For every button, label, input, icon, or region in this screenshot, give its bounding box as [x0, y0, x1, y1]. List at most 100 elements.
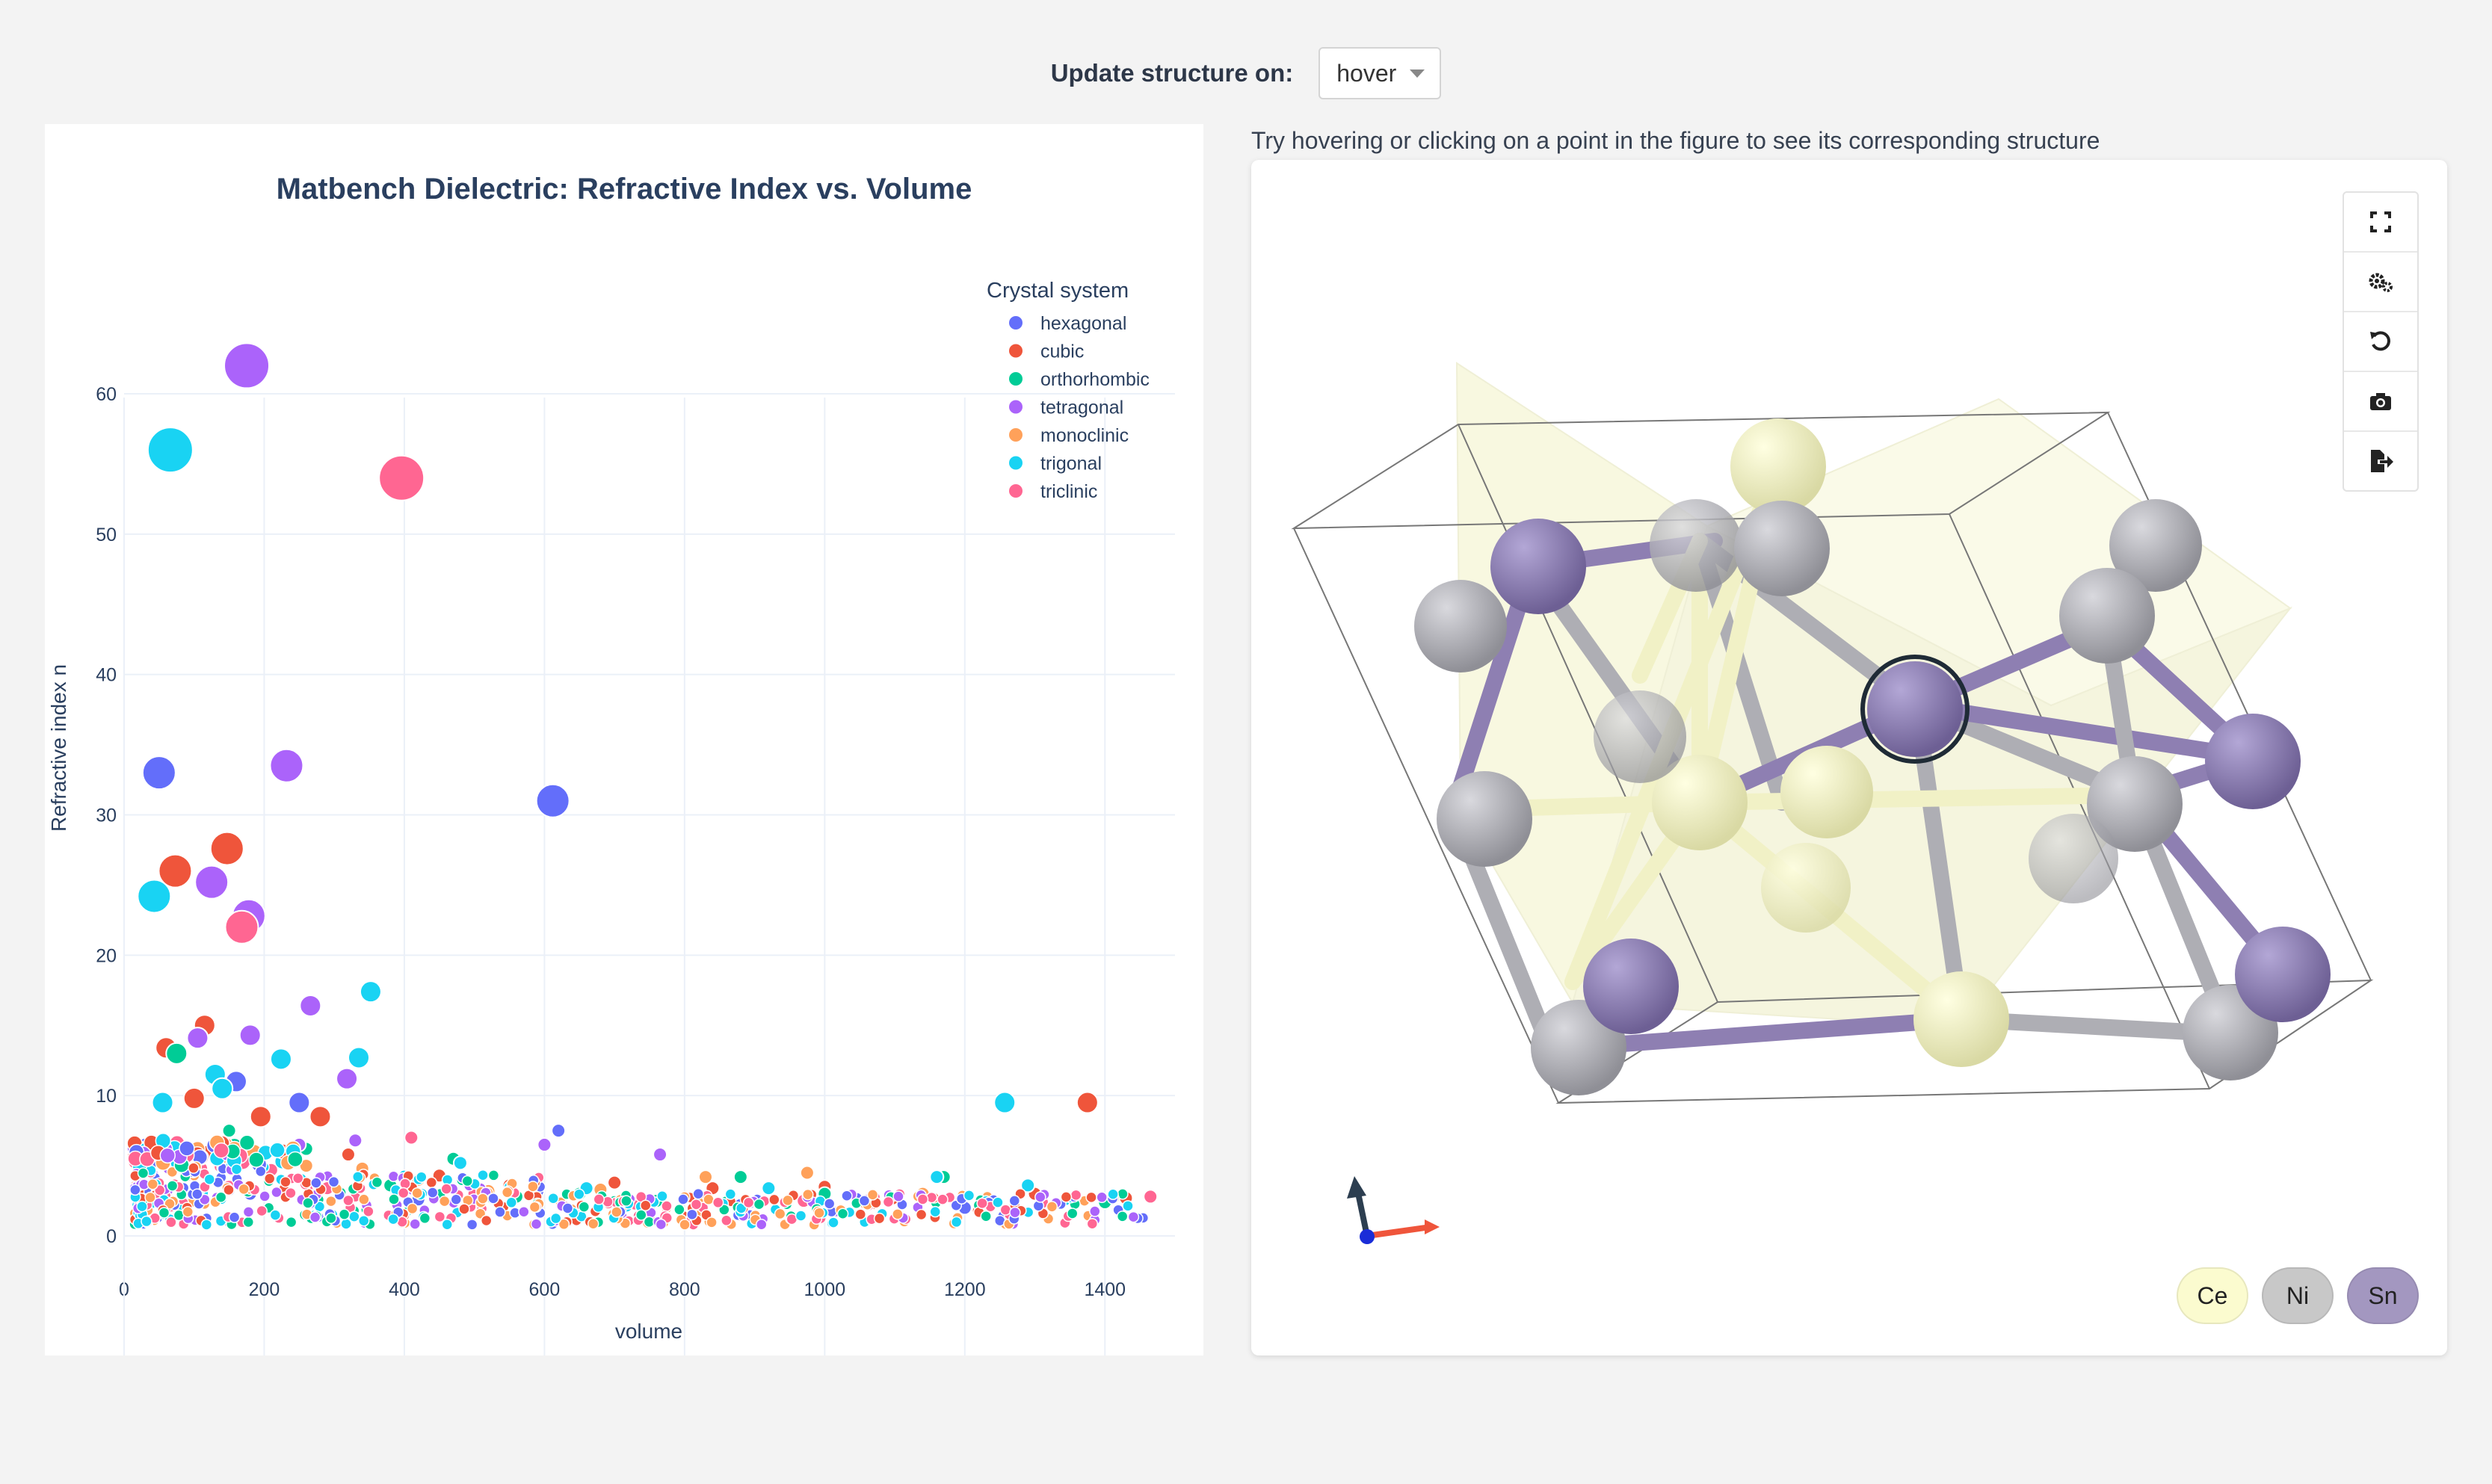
data-point-cubic[interactable] [458, 1203, 470, 1215]
data-point-orthorhombic[interactable] [221, 1123, 237, 1139]
data-point-triclinic[interactable] [397, 1187, 410, 1199]
data-point-trigonal[interactable] [929, 1205, 941, 1218]
data-point-monoclinic[interactable] [1046, 1201, 1058, 1213]
data-point-tetragonal[interactable] [223, 342, 271, 389]
scatter-plot[interactable]: 02004006008001000120014000102030405060 M… [45, 124, 1203, 1355]
data-point-tetragonal[interactable] [409, 1218, 421, 1230]
fullscreen-button[interactable] [2344, 193, 2417, 253]
data-point-orthorhombic[interactable] [302, 1197, 314, 1209]
data-point-tetragonal[interactable] [1127, 1211, 1140, 1223]
crystal-structure-canvas[interactable] [1251, 160, 2447, 1355]
data-point-hexagonal[interactable] [466, 1219, 478, 1231]
data-point-triclinic[interactable] [285, 1187, 297, 1199]
data-point-tetragonal[interactable] [271, 1186, 283, 1199]
data-point-orthorhombic[interactable] [673, 1203, 685, 1216]
data-point-orthorhombic[interactable] [166, 1180, 179, 1192]
data-point-hexagonal[interactable] [686, 1208, 698, 1221]
data-point-monoclinic[interactable] [358, 1193, 370, 1205]
data-point-tetragonal[interactable] [1096, 1191, 1108, 1204]
data-point-trigonal[interactable] [992, 1196, 1004, 1208]
reset-view-button[interactable] [2344, 312, 2417, 372]
data-point-hexagonal[interactable] [191, 1188, 203, 1200]
data-point-hexagonal[interactable] [692, 1187, 704, 1200]
data-point-cubic[interactable] [1085, 1191, 1097, 1204]
data-point-orthorhombic[interactable] [836, 1208, 849, 1219]
data-point-tetragonal[interactable] [518, 1206, 530, 1218]
data-point-monoclinic[interactable] [706, 1216, 718, 1228]
data-point-monoclinic[interactable] [406, 1202, 419, 1215]
data-point-monoclinic[interactable] [477, 1193, 489, 1205]
data-point-hexagonal[interactable] [823, 1198, 836, 1210]
data-point-orthorhombic[interactable] [285, 1216, 297, 1228]
data-point-cubic[interactable] [280, 1175, 292, 1188]
data-point-tetragonal[interactable] [299, 994, 322, 1017]
data-point-trigonal[interactable] [929, 1169, 945, 1185]
data-point-monoclinic[interactable] [611, 1206, 623, 1218]
data-point-orthorhombic[interactable] [371, 1176, 383, 1189]
data-point-monoclinic[interactable] [238, 1183, 250, 1196]
legend-label[interactable]: cubic [1040, 341, 1084, 362]
settings-button[interactable] [2344, 253, 2417, 312]
data-point-monoclinic[interactable] [528, 1201, 541, 1214]
data-point-monoclinic[interactable] [438, 1195, 451, 1208]
data-point-monoclinic[interactable] [411, 1187, 423, 1199]
data-point-monoclinic[interactable] [802, 1188, 814, 1201]
element-pill-sn[interactable]: Sn [2347, 1267, 2419, 1324]
data-point-monoclinic[interactable] [782, 1194, 794, 1207]
data-point-hexagonal[interactable] [179, 1140, 195, 1157]
data-point-tetragonal[interactable] [238, 1024, 262, 1047]
data-point-hexagonal[interactable] [327, 1175, 340, 1188]
data-point-trigonal[interactable] [230, 1163, 243, 1175]
data-point-tetragonal[interactable] [194, 865, 229, 900]
data-point-tetragonal[interactable] [1034, 1191, 1046, 1203]
data-point-trigonal[interactable] [151, 1091, 174, 1114]
data-point-monoclinic[interactable] [697, 1169, 713, 1185]
legend-label[interactable]: trigonal [1040, 454, 1102, 474]
data-point-cubic[interactable] [309, 1105, 332, 1128]
data-point-monoclinic[interactable] [892, 1208, 904, 1220]
data-point-orthorhombic[interactable] [578, 1201, 590, 1213]
data-point-trigonal[interactable] [211, 1077, 234, 1100]
data-point-cubic[interactable] [223, 1184, 235, 1196]
data-point-trigonal[interactable] [452, 1155, 468, 1171]
data-point-trigonal[interactable] [387, 1213, 399, 1225]
data-point-hexagonal[interactable] [310, 1177, 322, 1189]
data-point-cubic[interactable] [480, 1214, 493, 1227]
data-point-trigonal[interactable] [950, 1216, 963, 1228]
data-point-trigonal[interactable] [505, 1196, 518, 1209]
data-point-triclinic[interactable] [213, 1142, 229, 1159]
data-point-triclinic[interactable] [661, 1200, 673, 1212]
data-point-monoclinic[interactable] [813, 1207, 825, 1219]
data-point-cubic[interactable] [249, 1105, 272, 1128]
data-point-trigonal[interactable] [340, 1218, 352, 1230]
data-point-orthorhombic[interactable] [487, 1169, 500, 1181]
data-point-hexagonal[interactable] [487, 1193, 499, 1205]
data-point-hexagonal[interactable] [677, 1193, 689, 1205]
data-point-monoclinic[interactable] [679, 1219, 691, 1231]
data-point-triclinic[interactable] [165, 1216, 177, 1228]
data-point-triclinic[interactable] [937, 1193, 949, 1205]
data-point-trigonal[interactable] [269, 1142, 286, 1159]
data-point-cubic[interactable] [873, 1212, 886, 1225]
data-point-orthorhombic[interactable] [388, 1193, 400, 1205]
data-point-tetragonal[interactable] [537, 1137, 552, 1152]
data-point-monoclinic[interactable] [558, 1218, 570, 1231]
data-point-monoclinic[interactable] [182, 1205, 194, 1218]
data-point-trigonal[interactable] [547, 1192, 559, 1205]
data-point-orthorhombic[interactable] [461, 1175, 474, 1187]
element-pill-ni[interactable]: Ni [2262, 1267, 2334, 1324]
data-point-trigonal[interactable] [358, 1215, 370, 1227]
data-point-trigonal[interactable] [827, 1216, 839, 1228]
data-point-monoclinic[interactable] [325, 1195, 337, 1208]
data-point-hexagonal[interactable] [288, 1091, 311, 1114]
data-point-cubic[interactable] [915, 1208, 928, 1221]
data-point-trigonal[interactable] [203, 1173, 216, 1186]
data-point-orthorhombic[interactable] [620, 1195, 632, 1207]
data-point-tetragonal[interactable] [530, 1218, 543, 1230]
data-point-tetragonal[interactable] [1089, 1205, 1101, 1217]
data-point-triclinic[interactable] [363, 1205, 374, 1217]
data-point-triclinic[interactable] [378, 454, 425, 501]
data-point-orthorhombic[interactable] [137, 1167, 149, 1179]
data-point-orthorhombic[interactable] [287, 1151, 303, 1168]
data-point-cubic[interactable] [1060, 1191, 1073, 1203]
